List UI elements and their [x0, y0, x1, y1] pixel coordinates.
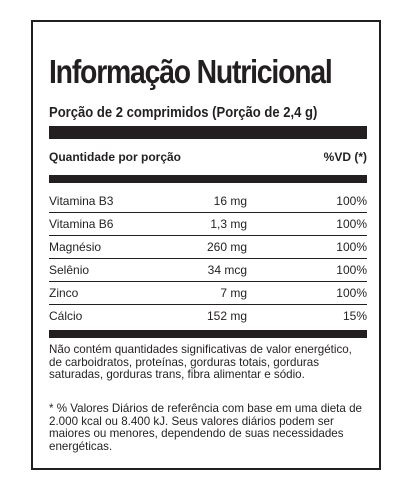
- nutrient-name: Vitamina B3: [49, 194, 114, 208]
- nutrient-name: Zinco: [49, 286, 79, 300]
- nutrient-amount: 34 mcg: [207, 263, 247, 277]
- nutrient-amount: 260 mg: [206, 240, 247, 254]
- nutrient-daily-value: 100%: [336, 286, 367, 300]
- nutrient-amount: 1,3 mg: [210, 217, 247, 231]
- table-row: Selênio 34 mcg 100%: [49, 259, 367, 282]
- disclaimer-text: Não contém quantidades significativas de…: [49, 343, 352, 382]
- nutrition-facts-panel: Informação Nutricional Porção de 2 compr…: [31, 20, 381, 470]
- nutrient-name: Vitamina B6: [49, 217, 114, 231]
- nutrient-table: Vitamina B3 16 mg 100% Vitamina B6 1,3 m…: [49, 190, 367, 327]
- header-divider-bar: [49, 175, 367, 183]
- table-row: Cálcio 152 mg 15%: [49, 305, 367, 327]
- label-title: Informação Nutricional: [49, 53, 333, 90]
- nutrient-name: Magnésio: [49, 240, 102, 254]
- nutrient-amount: 16 mg: [213, 194, 247, 208]
- header-quantity: Quantidade por porção: [49, 150, 182, 164]
- table-row: Magnésio 260 mg 100%: [49, 236, 367, 259]
- nutrient-daily-value: 15%: [342, 309, 367, 323]
- nutrient-amount: 7 mg: [220, 286, 247, 300]
- top-divider-bar: [49, 126, 367, 139]
- table-row: Zinco 7 mg 100%: [49, 282, 367, 305]
- daily-values-footnote: * % Valores Diários de referência com ba…: [49, 402, 362, 453]
- portion-size: Porção de 2 comprimidos (Porção de 2,4 g…: [49, 105, 318, 121]
- nutrient-daily-value: 100%: [336, 240, 367, 254]
- nutrient-name: Selênio: [49, 263, 90, 277]
- table-row: Vitamina B6 1,3 mg 100%: [49, 213, 367, 236]
- nutrient-daily-value: 100%: [336, 217, 367, 231]
- header-daily-value: %VD (*): [323, 150, 367, 164]
- nutrient-daily-value: 100%: [336, 263, 367, 277]
- nutrient-name: Cálcio: [49, 309, 83, 323]
- column-header-row: Quantidade por porção %VD (*): [49, 146, 367, 172]
- table-row: Vitamina B3 16 mg 100%: [49, 190, 367, 213]
- nutrient-amount: 152 mg: [206, 309, 247, 323]
- bottom-divider-bar: [49, 330, 367, 338]
- nutrient-daily-value: 100%: [336, 194, 367, 208]
